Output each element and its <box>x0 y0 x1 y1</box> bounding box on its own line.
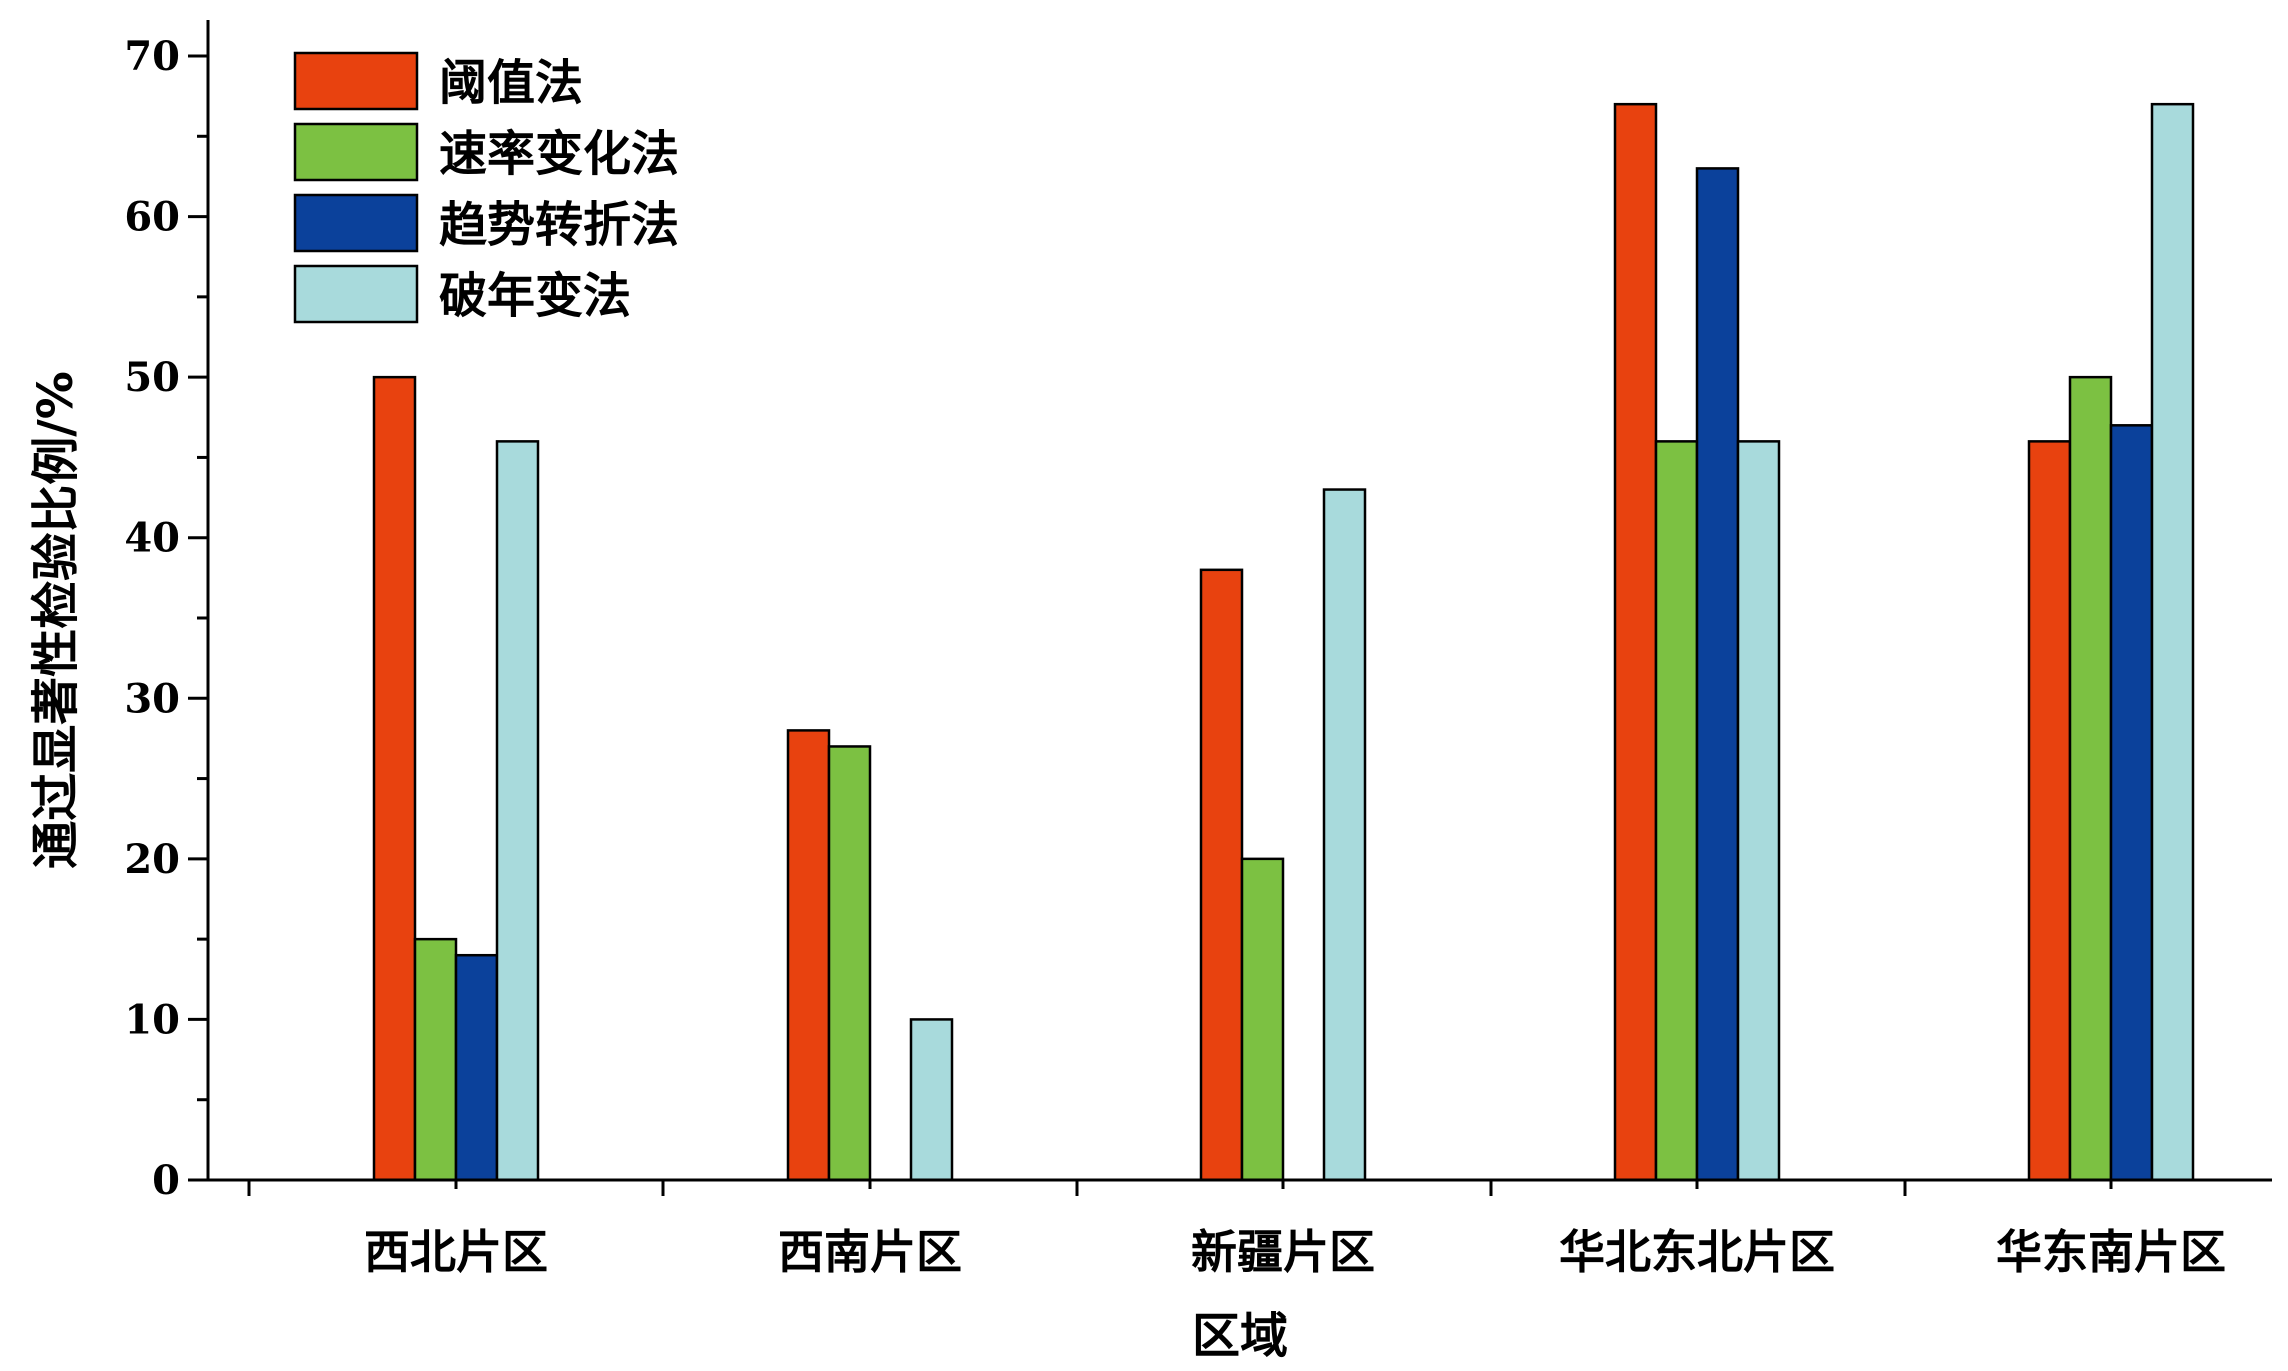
legend-label: 阈值法 <box>439 55 583 111</box>
bar-5-1 <box>2027 440 2072 1182</box>
bar-1-2 <box>413 937 458 1182</box>
y-tick-label: 70 <box>124 33 180 80</box>
bar-1-4 <box>495 440 540 1182</box>
y-tick-label: 30 <box>124 675 180 722</box>
bar-2-4 <box>909 1018 954 1182</box>
y-tick-label: 40 <box>124 515 180 562</box>
bar-2-1 <box>786 729 831 1182</box>
bar-5-3 <box>2109 424 2154 1182</box>
bar-4-2 <box>1654 440 1699 1182</box>
axes-group <box>206 20 2272 1182</box>
x-tick-label: 华东南片区 <box>1996 1225 2226 1279</box>
bar-5-2 <box>2068 375 2113 1182</box>
legend-label: 速率变化法 <box>439 126 679 182</box>
bar-1-3 <box>454 953 499 1182</box>
bar-3-4 <box>1322 488 1367 1182</box>
x-ticks-group: 西北片区 西南片区 新疆片区 华北东北片区 华东南片区 <box>247 1180 2226 1279</box>
bar-2-2 <box>827 745 872 1182</box>
legend-swatch <box>293 122 419 182</box>
bar-3-2 <box>1240 857 1285 1182</box>
y-axis-title: 通过显著性检验比例/% <box>28 371 84 869</box>
x-tick-label: 新疆片区 <box>1191 1225 1375 1279</box>
y-tick-label: 0 <box>152 1157 180 1204</box>
y-tick-label: 60 <box>124 194 180 241</box>
bar-4-4 <box>1736 440 1781 1182</box>
y-tick-label: 10 <box>124 996 180 1043</box>
x-tick-label: 华北东北片区 <box>1559 1225 1835 1279</box>
y-tick-label: 50 <box>124 354 180 401</box>
legend-label: 趋势转折法 <box>439 197 679 253</box>
legend-swatch <box>293 193 419 253</box>
bar-5-4 <box>2150 102 2195 1182</box>
bars-group <box>372 102 2195 1182</box>
y-tick-label: 20 <box>124 836 180 883</box>
y-ticks-group: 0 10 20 30 40 50 60 70 <box>124 33 208 1204</box>
x-axis-title: 区域 <box>1192 1308 1288 1364</box>
x-tick-label: 西南片区 <box>778 1225 962 1279</box>
bar-4-3 <box>1695 167 1740 1182</box>
bar-4-1 <box>1613 102 1658 1182</box>
legend-swatch <box>293 264 419 324</box>
legend-label: 破年变法 <box>439 268 631 324</box>
x-tick-label: 西北片区 <box>364 1225 548 1279</box>
legend-swatch <box>293 51 419 111</box>
bar-3-1 <box>1199 568 1244 1182</box>
bar-1-1 <box>372 375 417 1182</box>
